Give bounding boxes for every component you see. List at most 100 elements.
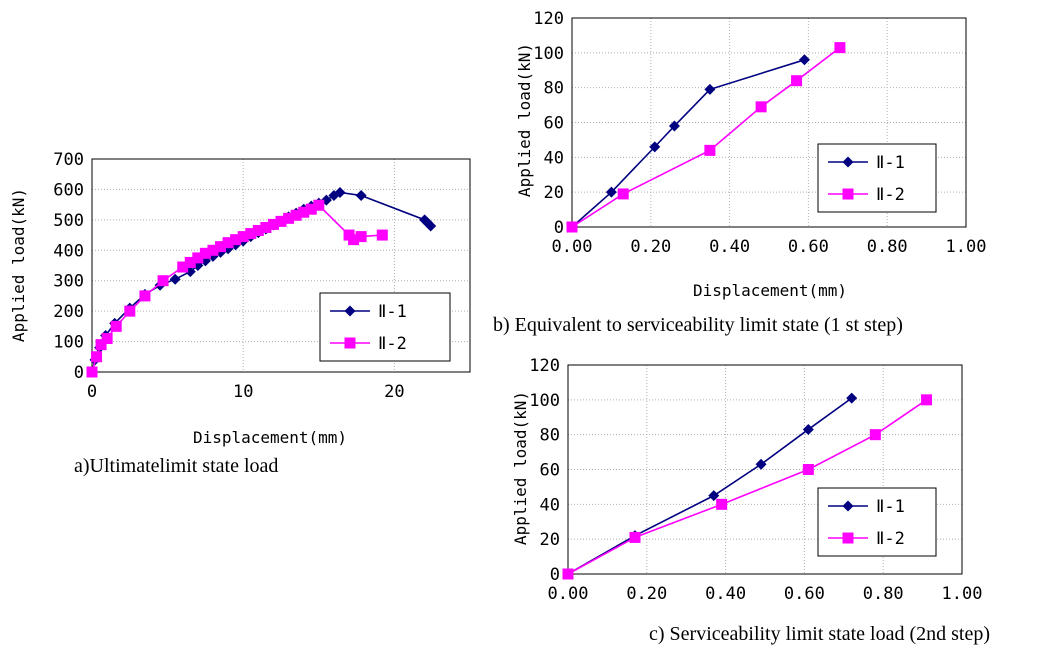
y-tick-label: 120: [533, 9, 564, 29]
data-point: [605, 186, 617, 198]
data-point: [230, 234, 242, 246]
y-tick-label: 600: [53, 180, 84, 200]
legend-marker: [842, 156, 854, 168]
plot-area: [91, 158, 471, 373]
y-tick-label: 20: [540, 530, 560, 550]
chart-b: 0 20 40 60 80 100 120 0.00 0.20 0.40 0.60 0.80 1.00 D…: [493, 9, 986, 336]
x-tick-label: 0.40: [705, 584, 746, 604]
data-point: [207, 244, 219, 256]
data-point: [755, 458, 767, 470]
data-point: [215, 241, 227, 253]
legend-box: [817, 143, 937, 213]
x-axis-title: Displacement(mm): [193, 428, 347, 447]
data-point: [95, 339, 107, 351]
data-point: [157, 275, 169, 287]
legend: Ⅱ-1 Ⅱ-2: [817, 143, 937, 213]
data-point: [334, 186, 346, 198]
legend: Ⅱ-1 Ⅱ-2: [817, 487, 937, 557]
legend-label: Ⅱ-1: [876, 497, 905, 517]
legend-box: [817, 487, 937, 557]
data-point: [298, 206, 310, 218]
data-point: [708, 490, 720, 502]
series-2: [86, 199, 388, 378]
series-line: [567, 399, 927, 575]
legend-marker: [842, 188, 854, 200]
legend-entry: Ⅱ-2: [828, 529, 905, 549]
y-axis-title: Applied load(kN): [511, 391, 530, 545]
data-point: [192, 252, 204, 264]
x-tick-label: 0.20: [630, 237, 671, 257]
y-tick-label: 60: [540, 461, 560, 481]
x-tick-label: 1.00: [942, 584, 983, 604]
x-tick-label: 10: [233, 382, 253, 402]
data-point: [704, 83, 716, 95]
y-tick-label: 100: [529, 391, 560, 411]
series-line: [567, 397, 853, 575]
legend-label: Ⅱ-1: [378, 302, 407, 322]
legend-label: Ⅱ-1: [876, 153, 905, 173]
legend-entry: Ⅱ-1: [828, 153, 905, 173]
legend-entry: Ⅱ-1: [828, 497, 905, 517]
data-point: [267, 218, 279, 230]
y-tick-label: 0: [74, 363, 84, 383]
y-tick-label: 80: [540, 426, 560, 446]
data-point: [184, 256, 196, 268]
legend-marker: [842, 500, 854, 512]
y-tick-label: 100: [53, 333, 84, 353]
data-point: [313, 199, 325, 211]
series-1: [566, 54, 810, 233]
data-point: [566, 221, 578, 233]
series-line: [571, 46, 841, 228]
data-point: [290, 209, 302, 221]
data-point: [199, 247, 211, 259]
data-point: [199, 255, 211, 267]
legend-entry: Ⅱ-2: [828, 185, 905, 205]
data-point: [562, 568, 574, 580]
data-point: [617, 188, 629, 200]
legend-label: Ⅱ-2: [378, 334, 407, 354]
x-tick-label: 1.00: [946, 237, 987, 257]
series-2: [562, 394, 933, 580]
y-tick-label: 40: [544, 148, 564, 168]
data-point: [802, 423, 814, 435]
x-tick-label: 0.40: [709, 237, 750, 257]
plot-area: [567, 364, 963, 575]
y-tick-label: 20: [544, 183, 564, 203]
plot-area: [571, 17, 967, 228]
y-axis-title: Applied load(kN): [515, 43, 534, 197]
chart-c: 0 20 40 60 80 100 120 0.00 0.20 0.40 0.60 0.80 1.00 A…: [511, 356, 990, 645]
legend-marker: [842, 532, 854, 544]
series-1: [562, 392, 858, 580]
figure-caption: c) Serviceability limit state load (2nd …: [649, 623, 990, 645]
y-tick-label: 0: [554, 218, 564, 238]
figure-caption: b) Equivalent to serviceability limit st…: [493, 314, 903, 336]
figure-caption: a)Ultimatelimit state load: [74, 455, 278, 477]
x-tick-label: 0.00: [552, 237, 593, 257]
data-point: [846, 392, 858, 404]
x-tick-label: 0.60: [788, 237, 829, 257]
legend-marker: [344, 337, 356, 349]
y-tick-label: 200: [53, 302, 84, 322]
y-tick-label: 300: [53, 272, 84, 292]
x-tick-label: 0.60: [784, 584, 825, 604]
data-point: [222, 237, 234, 249]
data-point: [275, 215, 287, 227]
legend-marker: [344, 305, 356, 317]
y-tick-label: 100: [533, 44, 564, 64]
data-point: [425, 220, 437, 232]
data-point: [124, 305, 136, 317]
y-tick-label: 0: [550, 565, 560, 585]
legend-entry: Ⅱ-1: [330, 302, 407, 322]
data-point: [305, 203, 317, 215]
data-point: [668, 120, 680, 132]
y-tick-label: 120: [529, 356, 560, 376]
x-tick-label: 0.80: [867, 237, 908, 257]
data-point: [355, 231, 367, 243]
data-point: [716, 498, 728, 510]
y-tick-label: 400: [53, 241, 84, 261]
x-tick-label: 0.00: [548, 584, 589, 604]
data-point: [921, 394, 933, 406]
y-tick-label: 700: [53, 150, 84, 170]
data-point: [237, 231, 249, 243]
